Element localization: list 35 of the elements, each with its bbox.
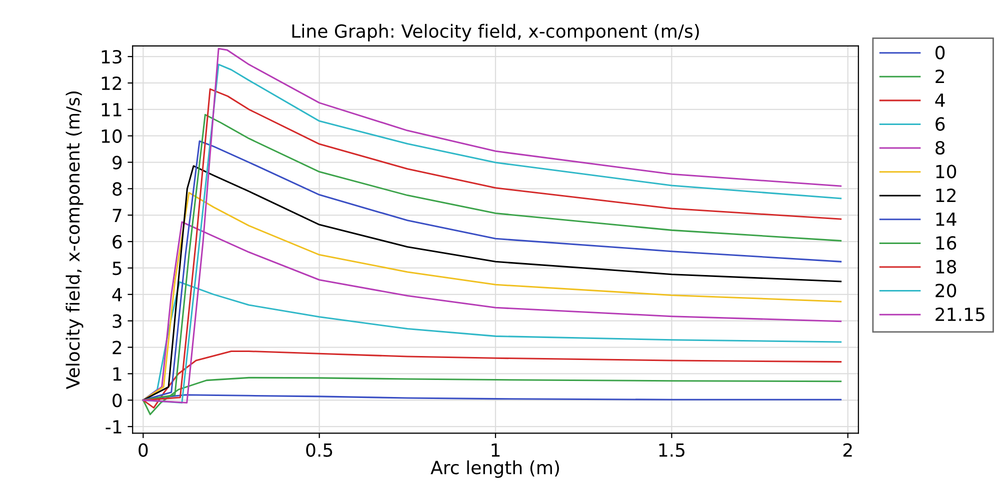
y-axis-title: Velocity field, x-component (m/s) bbox=[66, 92, 84, 390]
y-tick-label: 13 bbox=[102, 50, 122, 64]
y-tick-label: 11 bbox=[102, 103, 122, 116]
x-tick-label: 1.5 bbox=[659, 443, 684, 457]
legend-label: 8 bbox=[936, 140, 945, 155]
x-tick-label: 2 bbox=[843, 443, 852, 457]
y-tick-label: 10 bbox=[102, 129, 122, 143]
x-tick-label: 0.5 bbox=[306, 443, 332, 457]
y-tick-label: 5 bbox=[112, 262, 122, 276]
legend-label: 4 bbox=[935, 94, 945, 107]
y-tick-label: 0 bbox=[112, 394, 122, 408]
legend-label: 16 bbox=[936, 236, 956, 250]
y-tick-label: 4 bbox=[112, 288, 122, 302]
x-axis-title: Arc length (m) bbox=[430, 460, 559, 478]
y-tick-label: 9 bbox=[112, 156, 122, 170]
chart-title: Line Graph: Velocity field, x-component (m/s) bbox=[292, 24, 699, 42]
legend-label: 10 bbox=[936, 164, 956, 178]
y-tick-label: -1 bbox=[106, 420, 122, 434]
legend-label: 2 bbox=[936, 70, 944, 83]
x-tick-label: 1 bbox=[492, 443, 500, 457]
legend-label: 21.15 bbox=[936, 308, 984, 322]
legend-label: 14 bbox=[936, 212, 956, 226]
y-tick-label: 3 bbox=[112, 314, 122, 328]
legend-label: 20 bbox=[936, 284, 956, 298]
y-tick-label: 2 bbox=[112, 340, 122, 354]
legend-label: 12 bbox=[936, 188, 956, 202]
legend-label: 18 bbox=[936, 260, 956, 274]
y-tick-label: 7 bbox=[112, 208, 122, 222]
y-tick-label: 12 bbox=[102, 76, 122, 90]
y-tick-label: 1 bbox=[113, 367, 122, 381]
x-tick-label: 0 bbox=[138, 443, 148, 457]
legend-label: 0 bbox=[936, 46, 945, 60]
y-tick-label: 8 bbox=[112, 182, 122, 196]
legend-label: 6 bbox=[936, 117, 945, 131]
y-tick-label: 6 bbox=[112, 235, 122, 249]
